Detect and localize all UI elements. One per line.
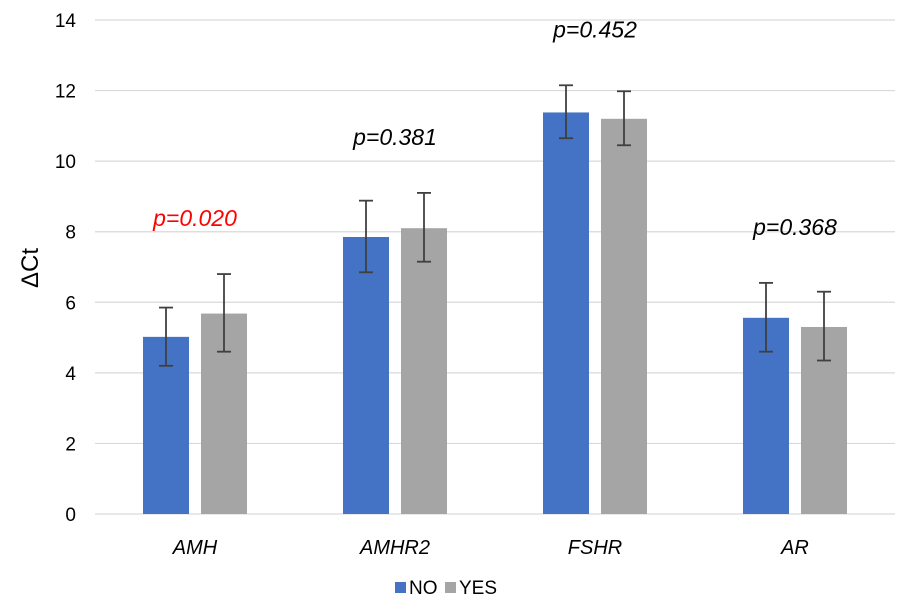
bar-yes-fshr (601, 118, 647, 515)
y-tick-label: 6 (65, 293, 76, 314)
legend-swatch-no (395, 582, 406, 593)
bars (143, 112, 847, 515)
p-value-label: p=0.381 (352, 124, 437, 150)
p-value-label: p=0.368 (752, 214, 837, 240)
y-tick-label: 8 (65, 223, 76, 244)
y-axis-ticks: 0 2 4 6 8 10 12 14 (55, 11, 77, 526)
y-tick-label: 4 (65, 364, 76, 385)
bar-yes-amhr2 (401, 228, 447, 514)
legend-swatch-yes (445, 582, 456, 593)
y-tick-label: 0 (65, 505, 76, 526)
error-bars (159, 84, 831, 367)
y-tick-label: 10 (55, 152, 76, 173)
bar-no-fshr (543, 112, 589, 514)
legend-label-yes: YES (459, 578, 497, 599)
x-tick-label: AMH (172, 537, 218, 559)
legend-label-no: NO (409, 578, 438, 599)
bar-no-amhr2 (343, 237, 389, 514)
x-tick-label: FSHR (568, 537, 622, 559)
p-value-label: p=0.020 (152, 205, 237, 231)
p-value-label: p=0.452 (552, 16, 637, 42)
y-tick-label: 12 (55, 82, 76, 103)
legend: NO YES (395, 578, 497, 599)
y-tick-label: 2 (65, 434, 76, 455)
x-tick-label: AMHR2 (359, 537, 430, 559)
x-axis-ticks: AMH AMHR2 FSHR AR (172, 537, 809, 559)
y-tick-label: 14 (55, 11, 77, 32)
x-tick-label: AR (780, 537, 809, 559)
p-value-annotations: p=0.020 p=0.381 p=0.452 p=0.368 (152, 16, 837, 240)
y-axis-label: ΔCt (17, 248, 44, 288)
